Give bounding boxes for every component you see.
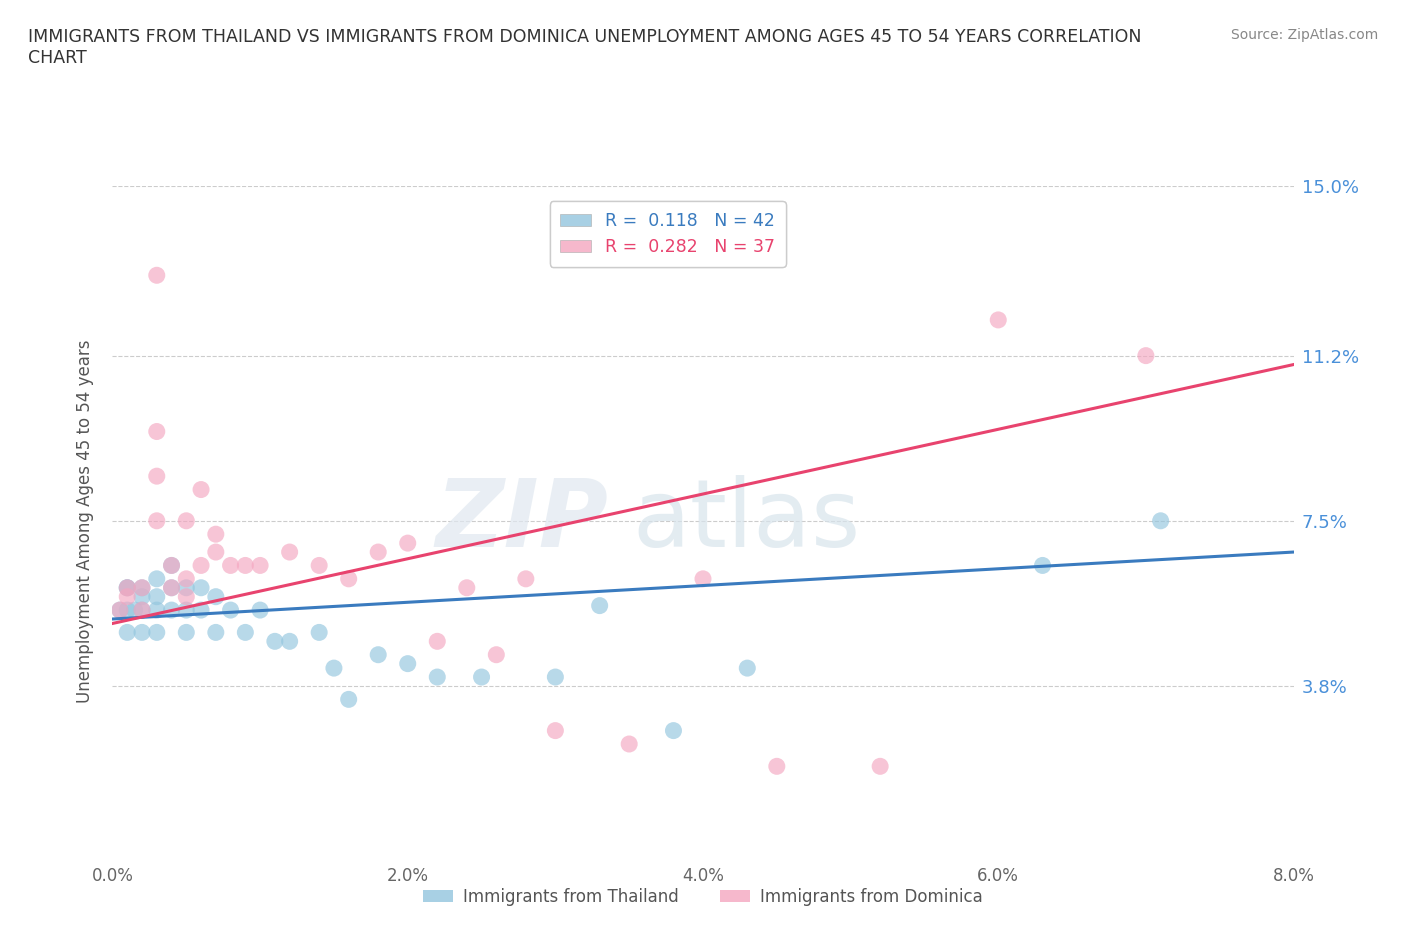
Point [146,571,169,586]
Point [396,657,419,671]
Point [108,603,131,618]
Point [146,268,169,283]
Point [190,580,212,595]
Point [249,603,271,618]
Legend: R =  0.118   N = 42, R =  0.282   N = 37: R = 0.118 N = 42, R = 0.282 N = 37 [550,202,786,267]
Point [160,603,183,618]
Point [174,625,197,640]
Point [146,603,169,618]
Point [233,625,256,640]
Point [160,558,183,573]
Text: atlas: atlas [633,475,860,566]
Point [146,469,169,484]
Point [278,634,301,649]
Point [471,670,494,684]
Legend: Immigrants from Thailand, Immigrants from Dominica: Immigrants from Thailand, Immigrants fro… [416,881,990,912]
Point [737,660,759,675]
Point [367,545,389,560]
Point [131,603,153,618]
Point [131,580,153,595]
Text: ZIP: ZIP [436,475,609,566]
Point [174,513,197,528]
Point [264,634,287,649]
Point [124,603,146,618]
Point [160,580,183,595]
Point [367,647,389,662]
Point [117,580,138,595]
Point [131,590,153,604]
Point [308,625,330,640]
Point [987,312,1010,327]
Point [544,670,567,684]
Point [456,580,478,595]
Point [426,634,449,649]
Point [308,558,330,573]
Point [117,603,138,618]
Point [205,625,228,640]
Point [131,580,153,595]
Point [323,660,346,675]
Point [205,545,228,560]
Point [205,526,228,541]
Point [174,603,197,618]
Point [337,571,360,586]
Point [131,625,153,640]
Point [160,558,183,573]
Point [1032,558,1054,573]
Point [190,482,212,497]
Point [219,558,242,573]
Point [396,536,419,551]
Point [131,603,153,618]
Point [337,692,360,707]
Point [174,580,197,595]
Point [219,603,242,618]
Point [160,580,183,595]
Point [117,590,138,604]
Point [117,625,138,640]
Point [146,625,169,640]
Point [174,590,197,604]
Point [190,603,212,618]
Text: IMMIGRANTS FROM THAILAND VS IMMIGRANTS FROM DOMINICA UNEMPLOYMENT AMONG AGES 45 : IMMIGRANTS FROM THAILAND VS IMMIGRANTS F… [28,28,1142,67]
Point [108,603,131,618]
Point [117,580,138,595]
Point [146,424,169,439]
Point [662,724,685,738]
Point [233,558,256,573]
Point [146,590,169,604]
Point [278,545,301,560]
Point [588,598,610,613]
Point [190,558,212,573]
Point [117,580,138,595]
Point [1150,513,1173,528]
Y-axis label: Unemployment Among Ages 45 to 54 years: Unemployment Among Ages 45 to 54 years [76,339,94,702]
Point [515,571,537,586]
Point [485,647,508,662]
Point [146,513,169,528]
Point [205,590,228,604]
Point [765,759,787,774]
Point [619,737,641,751]
Point [692,571,714,586]
Point [249,558,271,573]
Point [869,759,891,774]
Point [174,571,197,586]
Point [544,724,567,738]
Point [426,670,449,684]
Point [1135,348,1157,363]
Text: Source: ZipAtlas.com: Source: ZipAtlas.com [1230,28,1378,42]
